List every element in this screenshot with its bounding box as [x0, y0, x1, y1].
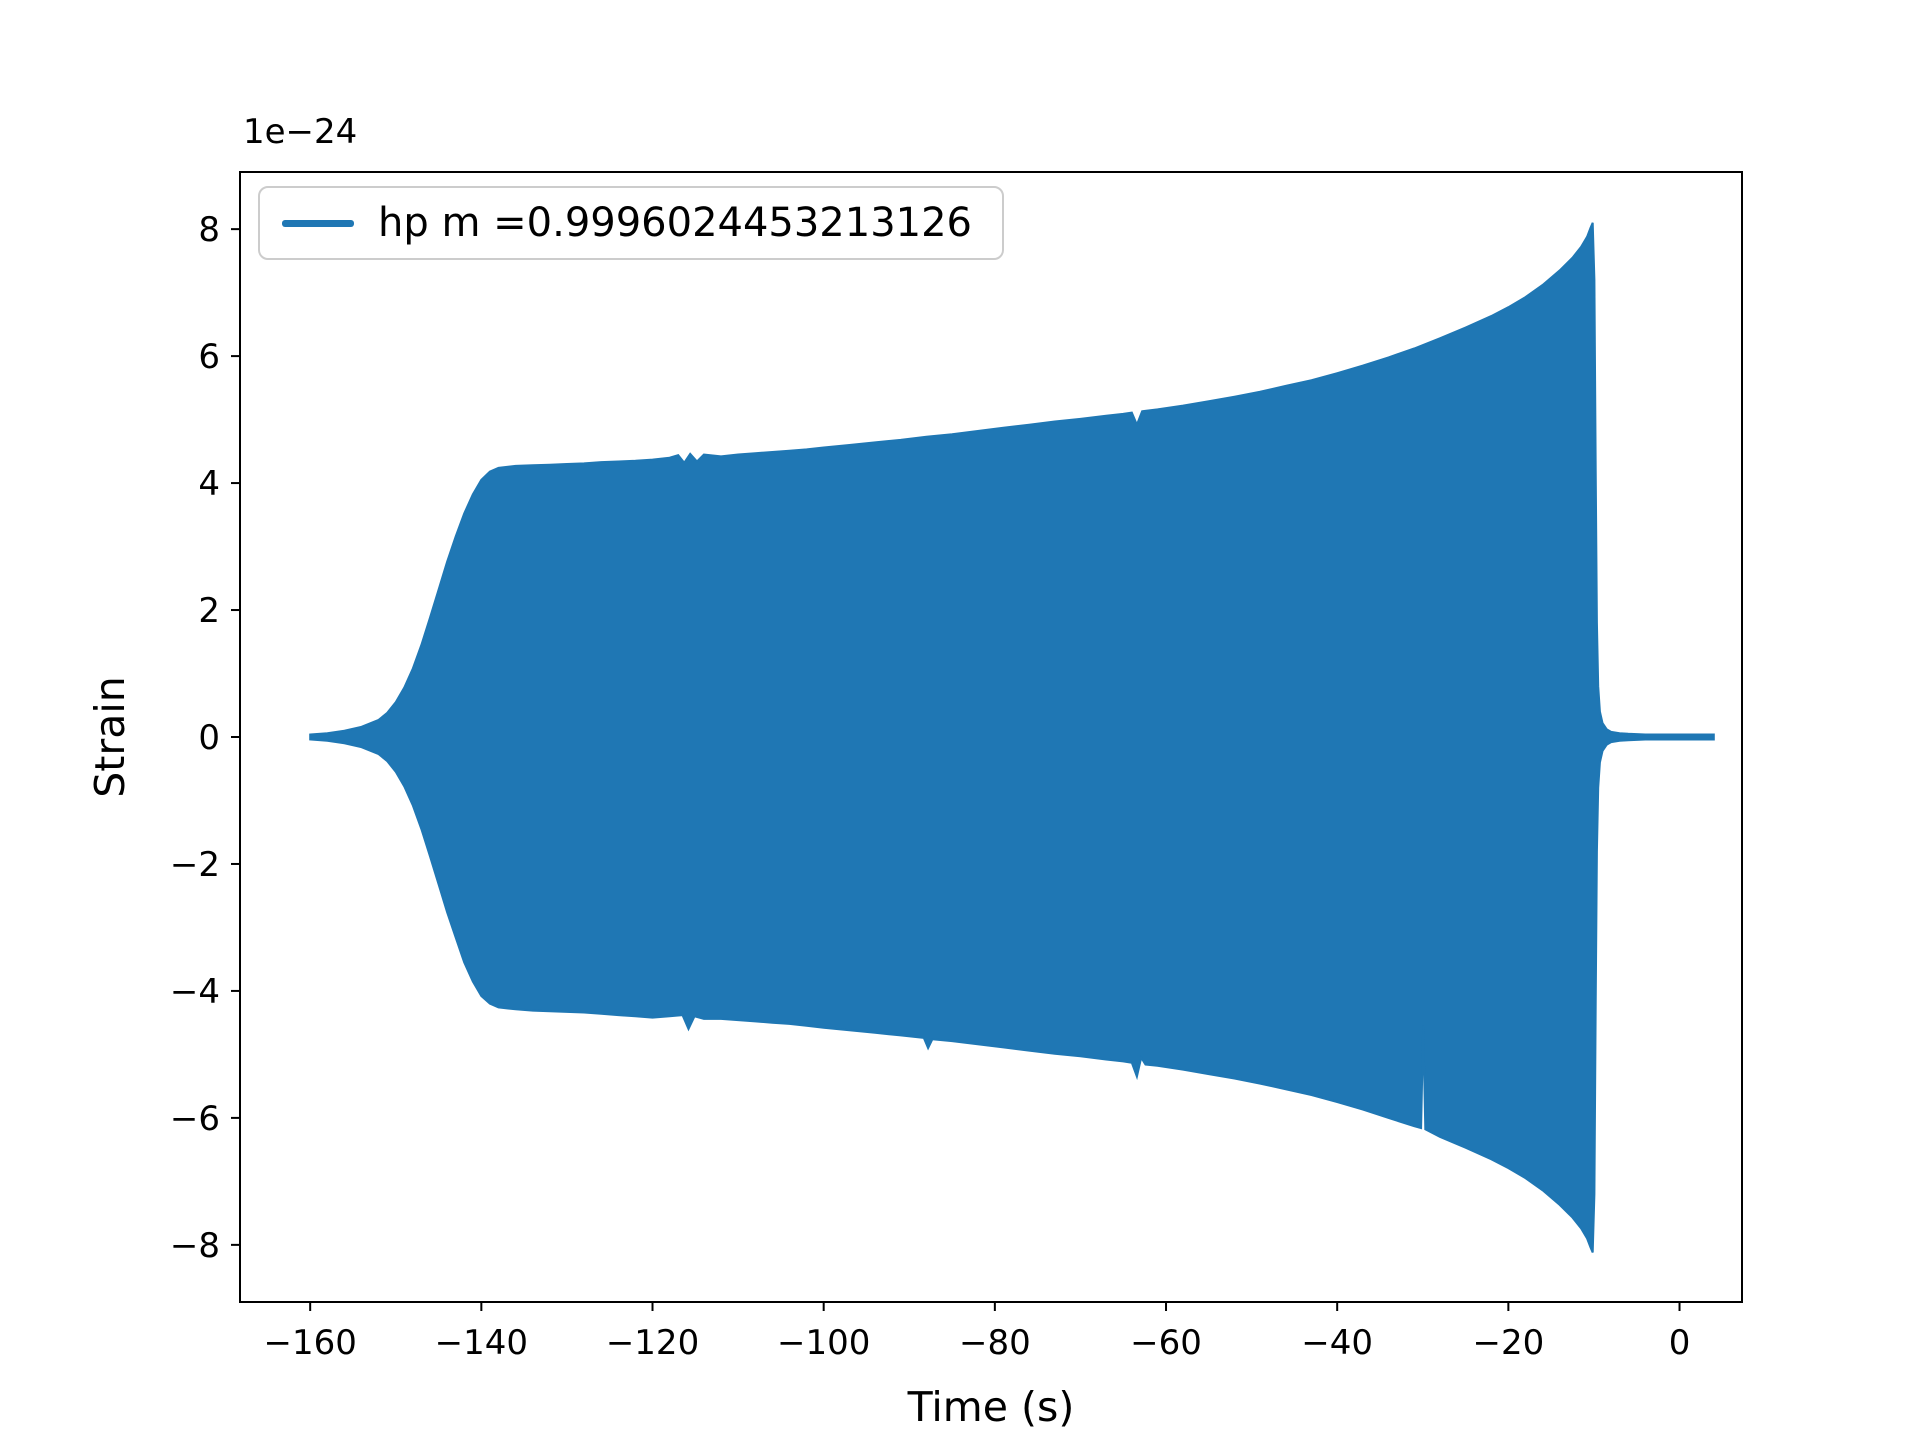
x-tick-label: −60 — [1130, 1323, 1202, 1363]
y-tick-label: −8 — [170, 1226, 220, 1266]
y-tick-label: −6 — [170, 1099, 220, 1139]
x-tick-label: −80 — [959, 1323, 1031, 1363]
legend-label: hp m =0.9996024453213126 — [378, 200, 973, 246]
x-axis-title: Time (s) — [907, 1383, 1075, 1431]
x-tick-label: −40 — [1301, 1323, 1373, 1363]
y-tick-label: 0 — [198, 718, 220, 758]
x-tick-label: −100 — [777, 1323, 870, 1363]
y-axis-title: Strain — [86, 676, 134, 798]
y-tick-label: 6 — [198, 337, 220, 377]
x-tick-label: −160 — [263, 1323, 356, 1363]
x-tick-label: 0 — [1669, 1323, 1691, 1363]
y-tick-label: 2 — [198, 591, 220, 631]
y-tick-label: 4 — [198, 464, 220, 504]
legend: hp m =0.9996024453213126 — [258, 186, 1005, 260]
x-tick-label: −140 — [435, 1323, 528, 1363]
y-axis-offset-label: 1e−24 — [243, 112, 358, 152]
legend-line-sample — [282, 219, 354, 227]
y-tick-label: 8 — [198, 210, 220, 250]
y-tick-label: −2 — [170, 845, 220, 885]
x-tick-label: −120 — [606, 1323, 699, 1363]
waveform-series — [309, 222, 1715, 1253]
y-tick-label: −4 — [170, 972, 220, 1012]
x-tick-label: −20 — [1472, 1323, 1544, 1363]
